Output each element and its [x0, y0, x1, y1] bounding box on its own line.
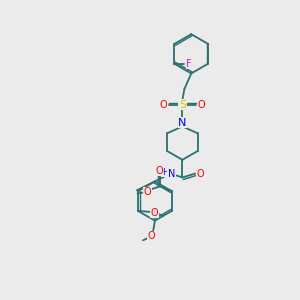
Text: H: H — [163, 168, 169, 177]
Text: O: O — [196, 169, 204, 178]
Text: O: O — [197, 100, 205, 110]
Text: O: O — [147, 231, 155, 242]
Text: O: O — [160, 100, 168, 110]
Text: F: F — [186, 58, 192, 69]
Text: N: N — [168, 169, 175, 178]
Text: S: S — [179, 100, 186, 110]
Text: O: O — [144, 187, 151, 197]
Text: N: N — [178, 118, 187, 128]
Text: O: O — [155, 166, 163, 176]
Text: O: O — [151, 208, 158, 218]
